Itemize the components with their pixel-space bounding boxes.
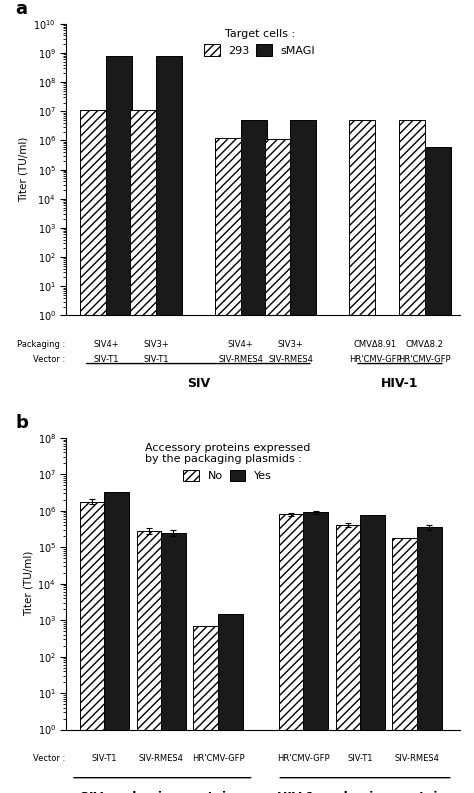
Bar — [137, 531, 161, 793]
Legend: 293, sMAGI: 293, sMAGI — [202, 26, 318, 58]
Text: SIV-RMES4: SIV-RMES4 — [268, 354, 313, 364]
Bar — [218, 614, 243, 793]
Text: SIV packaging proteins: SIV packaging proteins — [80, 791, 242, 793]
Text: HR'CMV-GFP: HR'CMV-GFP — [399, 354, 451, 364]
Bar — [156, 56, 182, 793]
Text: HR'CMV-GFP: HR'CMV-GFP — [277, 754, 330, 764]
Bar — [161, 533, 186, 793]
Bar — [279, 515, 303, 793]
Bar — [291, 120, 316, 793]
Text: HR'CMV-GFP: HR'CMV-GFP — [349, 354, 401, 364]
Text: HIV-1 packaging proteins: HIV-1 packaging proteins — [277, 791, 453, 793]
Bar — [241, 120, 266, 793]
Text: CMVΔ8.91: CMVΔ8.91 — [354, 340, 397, 349]
Bar — [303, 512, 328, 793]
Bar — [80, 501, 104, 793]
Bar — [215, 138, 241, 793]
Text: SIV: SIV — [187, 377, 210, 389]
Text: SIV3+: SIV3+ — [143, 340, 169, 349]
Text: SIV4+: SIV4+ — [228, 340, 254, 349]
Text: SIV-T1: SIV-T1 — [93, 354, 119, 364]
Text: SIV-RMES4: SIV-RMES4 — [395, 754, 439, 764]
Bar — [336, 525, 360, 793]
Text: SIV3+: SIV3+ — [278, 340, 303, 349]
Bar — [417, 527, 442, 793]
Bar — [130, 110, 156, 793]
Text: Vector :: Vector : — [33, 354, 65, 364]
Text: SIV-T1: SIV-T1 — [143, 354, 169, 364]
Bar — [349, 120, 375, 793]
Bar — [104, 492, 129, 793]
Bar — [264, 140, 291, 793]
Bar — [80, 110, 106, 793]
Bar — [360, 515, 385, 793]
Text: SIV-T1: SIV-T1 — [347, 754, 373, 764]
Text: SIV-RMES4: SIV-RMES4 — [218, 354, 263, 364]
Text: b: b — [15, 414, 28, 432]
Text: SIV-T1: SIV-T1 — [91, 754, 117, 764]
Bar — [399, 120, 425, 793]
Bar — [193, 626, 218, 793]
Text: CMVΔ8.2: CMVΔ8.2 — [406, 340, 444, 349]
Bar — [106, 56, 132, 793]
Text: Packaging :: Packaging : — [17, 340, 65, 349]
Text: a: a — [15, 0, 27, 18]
Y-axis label: Titer (TU/ml): Titer (TU/ml) — [19, 137, 29, 202]
Text: Vector :: Vector : — [33, 754, 65, 764]
Text: HR'CMV-GFP: HR'CMV-GFP — [191, 754, 245, 764]
Text: SIV-RMES4: SIV-RMES4 — [139, 754, 183, 764]
Bar — [392, 538, 417, 793]
Text: HIV-1: HIV-1 — [381, 377, 419, 389]
Legend: No, Yes: No, Yes — [143, 441, 312, 484]
Bar — [425, 147, 451, 793]
Text: SIV4+: SIV4+ — [93, 340, 119, 349]
Y-axis label: Titer (TU/ml): Titer (TU/ml) — [23, 551, 33, 616]
